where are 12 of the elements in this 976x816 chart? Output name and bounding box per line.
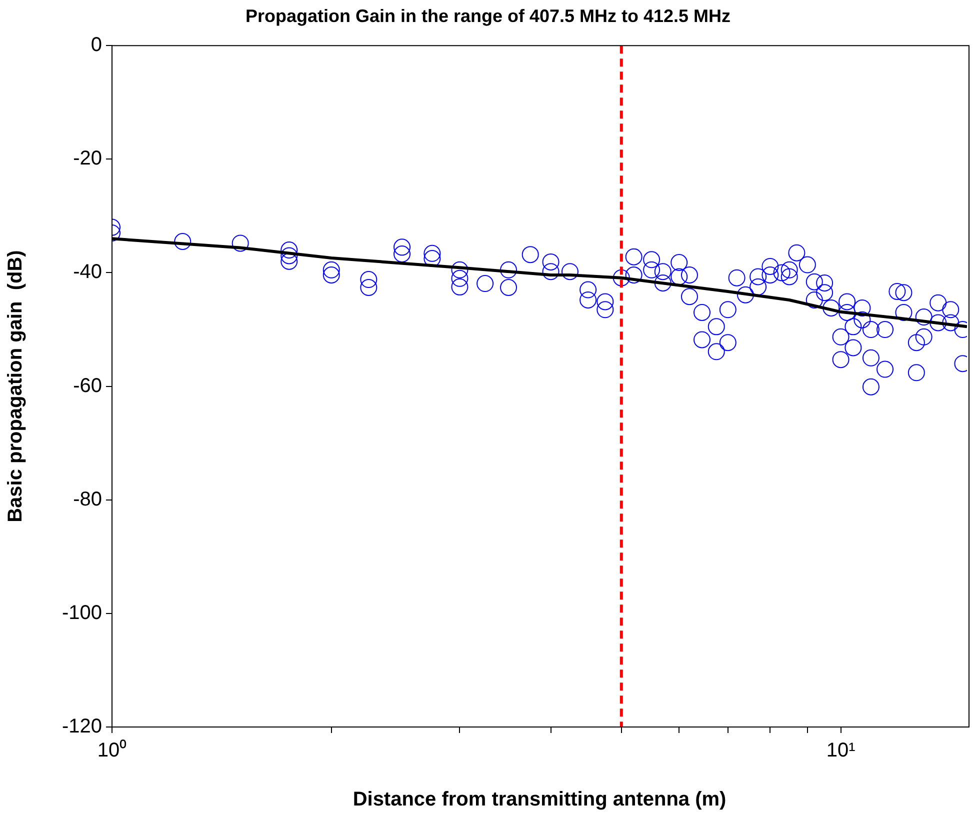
- chart-title: Propagation Gain in the range of 407.5 MHz to 412.5 MHz: [245, 6, 731, 26]
- y-tick-label: -40: [73, 261, 102, 284]
- y-tick-label: -120: [62, 716, 102, 738]
- y-tick-label: -100: [62, 602, 102, 624]
- y-tick-label: -20: [73, 148, 102, 170]
- x-axis-title: Distance from transmitting antenna (m): [352, 788, 726, 811]
- y-tick-label: 0: [90, 34, 102, 56]
- x-tick-label: 10¹: [826, 740, 856, 762]
- y-tick-label: -80: [73, 488, 102, 510]
- y-tick-label: -60: [73, 374, 102, 397]
- x-tick-label: 10⁰: [97, 738, 127, 762]
- y-axis-title: Basic propagation gain (dB): [4, 250, 27, 522]
